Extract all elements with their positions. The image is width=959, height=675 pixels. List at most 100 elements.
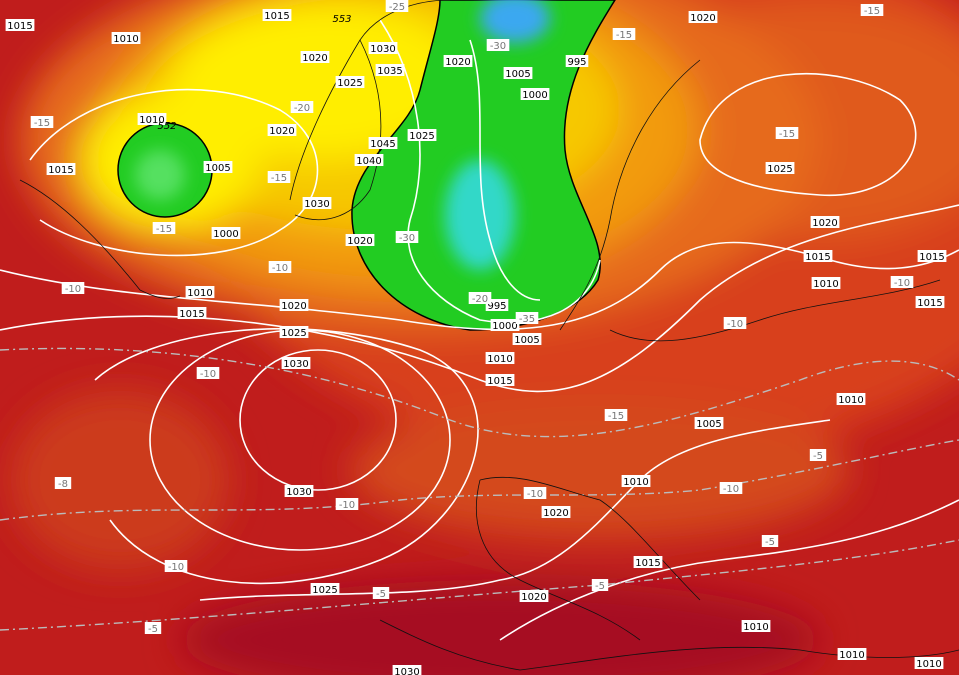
- label-box: [761, 535, 779, 547]
- pressure-label: 1025: [281, 328, 306, 339]
- temperature-label: -10: [723, 484, 739, 495]
- pressure-label: 1020: [543, 508, 568, 519]
- label-box: [765, 162, 795, 174]
- isobars: [0, 19, 959, 641]
- isobar: [94, 327, 479, 585]
- label-box: [46, 163, 76, 175]
- isotherm: [0, 439, 959, 521]
- pressure-label: 1005: [696, 419, 721, 430]
- label-box: [335, 498, 359, 510]
- label-box: [810, 216, 840, 228]
- pressure-label: 1015: [179, 309, 204, 320]
- temperature-label: -5: [148, 624, 158, 635]
- label-box: [203, 161, 233, 173]
- pressure-label: 995: [567, 57, 586, 68]
- label-box: [811, 277, 841, 289]
- pressure-label: 1030: [283, 359, 308, 370]
- isobar: [379, 19, 601, 324]
- temperature-label: -10: [168, 562, 184, 573]
- pressure-label: 1015: [635, 558, 660, 569]
- label-box: [719, 482, 743, 494]
- label-box: [267, 171, 291, 183]
- label-box: [633, 556, 663, 568]
- label-box: [612, 28, 636, 40]
- label-box: [775, 127, 799, 139]
- temperature-label: -15: [616, 30, 632, 41]
- pressure-label: 1025: [312, 585, 337, 596]
- pressure-label: 1005: [505, 69, 530, 80]
- label-box: [385, 0, 409, 12]
- pressure-label: 1045: [370, 139, 395, 150]
- label-box: [54, 477, 72, 489]
- isobar: [699, 72, 917, 196]
- label-box: [565, 55, 589, 67]
- label-box: [490, 319, 520, 331]
- label-box: [837, 648, 867, 660]
- label-box: [211, 227, 241, 239]
- label-box: [591, 579, 609, 591]
- temperature-label: -15: [34, 118, 50, 129]
- temperature-label: -15: [779, 129, 795, 140]
- isotherm: [0, 539, 959, 631]
- label-box: [860, 4, 884, 16]
- label-box: [30, 116, 54, 128]
- label-box: [164, 560, 188, 572]
- isobar: [499, 499, 959, 641]
- label-box: [302, 197, 332, 209]
- pressure-label: 1005: [205, 163, 230, 174]
- pressure-label: 1025: [337, 78, 362, 89]
- label-box: [345, 234, 375, 246]
- shade: [170, 0, 470, 160]
- height-label: 552: [157, 121, 176, 132]
- pressure-label: 1000: [522, 90, 547, 101]
- pressure-label: 1005: [514, 335, 539, 346]
- label-box: [111, 32, 141, 44]
- label-box: [300, 51, 330, 63]
- temperature-label: -15: [156, 224, 172, 235]
- pressure-label: 1025: [409, 131, 434, 142]
- temperature-label: -25: [389, 2, 405, 13]
- temperature-label: -5: [813, 451, 823, 462]
- label-box: [368, 137, 398, 149]
- shade: [10, 390, 230, 570]
- label-box: [485, 352, 515, 364]
- pressure-label: 1040: [356, 156, 381, 167]
- temperature-label: -20: [472, 294, 488, 305]
- pressure-label: 1015: [487, 376, 512, 387]
- label-box: [137, 113, 167, 125]
- coastline: [379, 619, 959, 671]
- label-box: [688, 11, 718, 23]
- label-box: [281, 357, 311, 369]
- label-box: [443, 55, 473, 67]
- label-box: [368, 42, 398, 54]
- label-box: [268, 261, 292, 273]
- coastlines: [19, 0, 959, 671]
- label-box: [503, 67, 533, 79]
- pressure-label: 1015: [7, 21, 32, 32]
- label-box: [284, 485, 314, 497]
- isobar: [469, 39, 541, 301]
- label-box: [5, 19, 35, 31]
- coastline: [19, 179, 181, 299]
- pressure-label: 1010: [839, 650, 864, 661]
- temperature-label: -10: [894, 278, 910, 289]
- pressure-label: 1020: [302, 53, 327, 64]
- pressure-label: 1010: [187, 288, 212, 299]
- label-box: [917, 250, 947, 262]
- cold-core: [135, 0, 550, 270]
- label-box: [290, 101, 314, 113]
- temperature-label: -30: [490, 41, 506, 52]
- label-box: [177, 307, 207, 319]
- temperature-label: -10: [272, 263, 288, 274]
- isotherms: [0, 347, 959, 631]
- pressure-label: 1025: [767, 164, 792, 175]
- temperature-label: -10: [65, 284, 81, 295]
- isobar: [29, 88, 319, 257]
- label-box: [541, 506, 571, 518]
- label-box: [836, 393, 866, 405]
- label-box: [723, 317, 747, 329]
- temperature-label: -15: [864, 6, 880, 17]
- pressure-label: 1010: [487, 354, 512, 365]
- pressure-label: 1020: [269, 126, 294, 137]
